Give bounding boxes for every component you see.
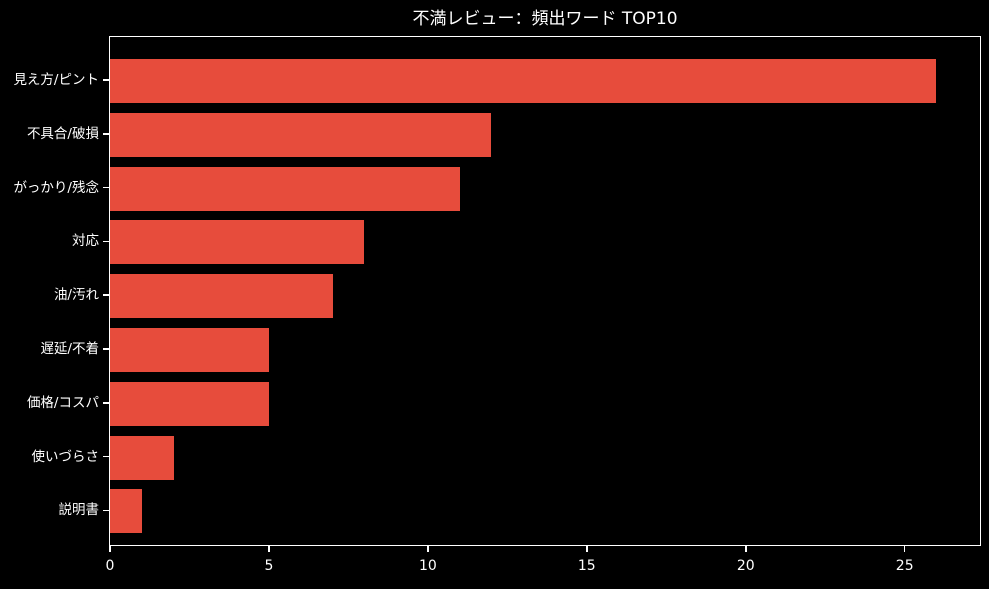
x-tick-label: 10 (418, 558, 437, 574)
x-tick-label: 15 (577, 558, 596, 574)
x-tick-mark (903, 546, 906, 552)
y-axis-label: 見え方/ピント (13, 72, 99, 88)
bar-価格/コスパ (110, 381, 269, 426)
y-tick-mark (103, 133, 109, 135)
x-tick-mark (745, 546, 747, 552)
y-tick-mark (103, 402, 109, 404)
y-axis-label: 対応 (72, 233, 99, 250)
y-tick-mark (103, 294, 109, 296)
bar-説明書 (110, 489, 142, 534)
x-tick-mark (268, 546, 270, 552)
x-tick-label: 0 (105, 558, 115, 574)
y-tick-mark (103, 348, 109, 350)
y-axis-label: 遅延/不着 (40, 341, 99, 357)
y-axis-label: がっかり/残念 (13, 179, 99, 196)
bar-使いづらさ (110, 435, 174, 480)
x-tick-mark (427, 546, 429, 552)
x-tick-mark (109, 546, 111, 552)
y-axis-label: 油/汚れ (53, 287, 99, 304)
y-tick-mark (103, 455, 109, 458)
chart-title: 不満レビュー：頻出ワード TOP10 (412, 9, 678, 29)
y-axis-label: 価格/コスパ (26, 394, 99, 411)
y-axis-label: 不具合/破損 (26, 125, 99, 142)
x-tick-label: 20 (736, 558, 755, 574)
bar-油/汚れ (110, 274, 333, 319)
bar-不具合/破損 (110, 112, 492, 157)
y-tick-mark (103, 79, 109, 81)
y-tick-mark (103, 240, 109, 243)
bar-がっかり/残念 (110, 166, 460, 211)
y-tick-mark (103, 186, 109, 189)
y-axis-label: 使いづらさ (31, 448, 100, 465)
x-tick-label: 25 (895, 558, 914, 574)
y-axis-label: 説明書 (58, 502, 100, 519)
x-tick-label: 5 (264, 558, 274, 574)
bar-対応 (110, 220, 365, 265)
x-tick-mark (586, 546, 588, 552)
y-tick-mark (103, 509, 109, 512)
bar-見え方/ピント (110, 59, 937, 103)
bar-遅延/不着 (110, 328, 269, 372)
plot-area (109, 36, 981, 546)
